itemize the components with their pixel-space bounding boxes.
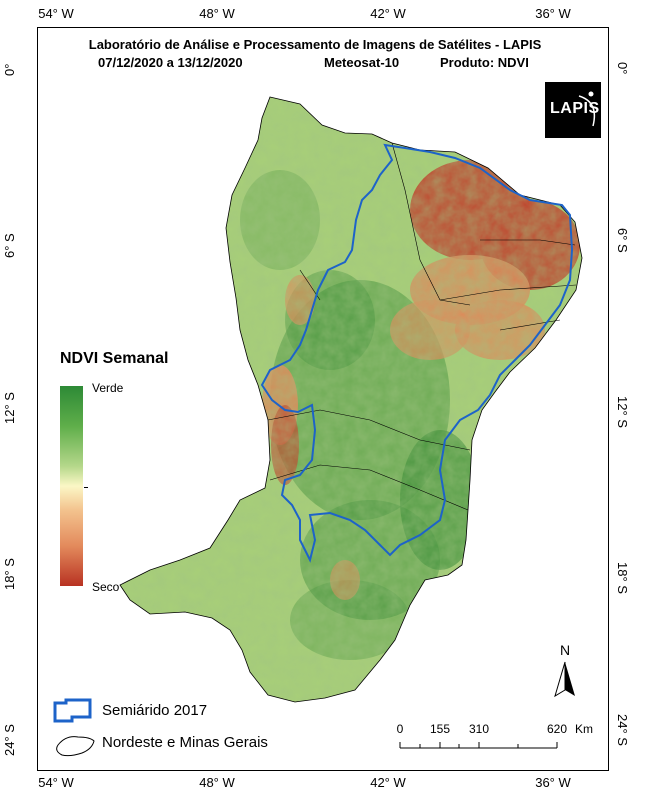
legend-semiarido-label: Semiárido 2017	[102, 702, 208, 719]
legend-nordeste-label: Nordeste e Minas Gerais	[102, 734, 268, 751]
lon-label-48w: 48° W	[199, 6, 235, 21]
scale-tick-0: 0	[396, 722, 404, 736]
title-product: Produto: NDVI	[440, 55, 529, 70]
north-arrow-icon	[554, 661, 575, 698]
lapis-logo: LAPIS	[545, 82, 601, 138]
legend-low-label: Seco	[92, 580, 120, 594]
lapis-logo-text: LAPIS	[550, 100, 600, 117]
lon-label-36w-bottom: 36° W	[535, 775, 571, 790]
semiarido-symbol-icon	[53, 698, 92, 723]
lon-label-42w-bottom: 42° W	[370, 775, 406, 790]
ramp-midpoint-tick	[84, 487, 88, 488]
ndvi-color-ramp	[60, 386, 83, 586]
lon-label-54w: 54° W	[38, 6, 74, 21]
legend-high-label: Verde	[92, 381, 124, 395]
scale-bar	[399, 742, 558, 749]
ndvi-raster	[120, 97, 582, 702]
title-dates: 07/12/2020 a 13/12/2020	[98, 55, 243, 70]
satellite-orbit-icon	[578, 91, 596, 127]
lon-label-42w: 42° W	[370, 6, 406, 21]
lon-label-54w-bottom: 54° W	[38, 775, 74, 790]
scale-tick-310: 310	[468, 722, 490, 736]
scale-tick-155: 155	[429, 722, 451, 736]
legend-title: NDVI Semanal	[60, 350, 169, 367]
lon-label-36w: 36° W	[535, 6, 571, 21]
boundary-legend-symbols	[53, 698, 95, 757]
title-lab: Laboratório de Análise e Processamento d…	[88, 37, 542, 52]
north-label: N	[559, 642, 571, 658]
semiarido-outline	[260, 143, 574, 563]
nordeste-symbol-icon	[56, 736, 95, 757]
title-satellite: Meteosat-10	[324, 55, 400, 70]
scale-unit: Km	[575, 722, 593, 736]
scale-tick-620: 620	[546, 722, 568, 736]
lon-label-48w-bottom: 48° W	[199, 775, 235, 790]
